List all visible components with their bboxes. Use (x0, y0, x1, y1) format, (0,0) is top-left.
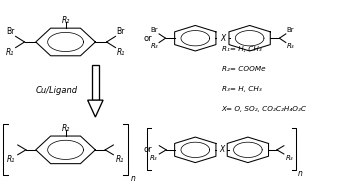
Text: X: X (220, 34, 225, 43)
Text: R₂: R₂ (62, 16, 70, 25)
Text: n: n (298, 169, 303, 178)
Text: or: or (144, 34, 152, 43)
Text: Cu/Ligand: Cu/Ligand (36, 86, 78, 95)
Text: R₃: R₃ (151, 43, 158, 49)
Polygon shape (92, 65, 99, 100)
Text: Br: Br (151, 27, 158, 33)
Polygon shape (88, 100, 103, 117)
Text: Br: Br (117, 27, 125, 36)
Text: R₃: R₃ (287, 43, 294, 49)
Text: n: n (131, 174, 136, 183)
Text: R₁= H, CH₃: R₁= H, CH₃ (221, 46, 261, 53)
Text: R₁: R₁ (116, 155, 124, 164)
Text: Br: Br (287, 27, 294, 33)
Text: R₃= H, CH₃: R₃= H, CH₃ (221, 86, 261, 92)
Text: R₁: R₁ (6, 48, 14, 57)
Text: X= O, SO₂, CO₂C₂H₄O₂C: X= O, SO₂, CO₂C₂H₄O₂C (221, 106, 307, 112)
Text: R₁: R₁ (7, 155, 15, 164)
Text: R₂= COOMe: R₂= COOMe (221, 66, 265, 72)
Text: R₃: R₃ (286, 155, 294, 160)
Text: or: or (144, 145, 152, 154)
Text: R₃: R₃ (150, 155, 157, 160)
Text: R₁: R₁ (117, 48, 125, 57)
Text: X: X (219, 145, 224, 154)
Text: R₂: R₂ (62, 124, 70, 133)
Text: Br: Br (6, 27, 14, 36)
